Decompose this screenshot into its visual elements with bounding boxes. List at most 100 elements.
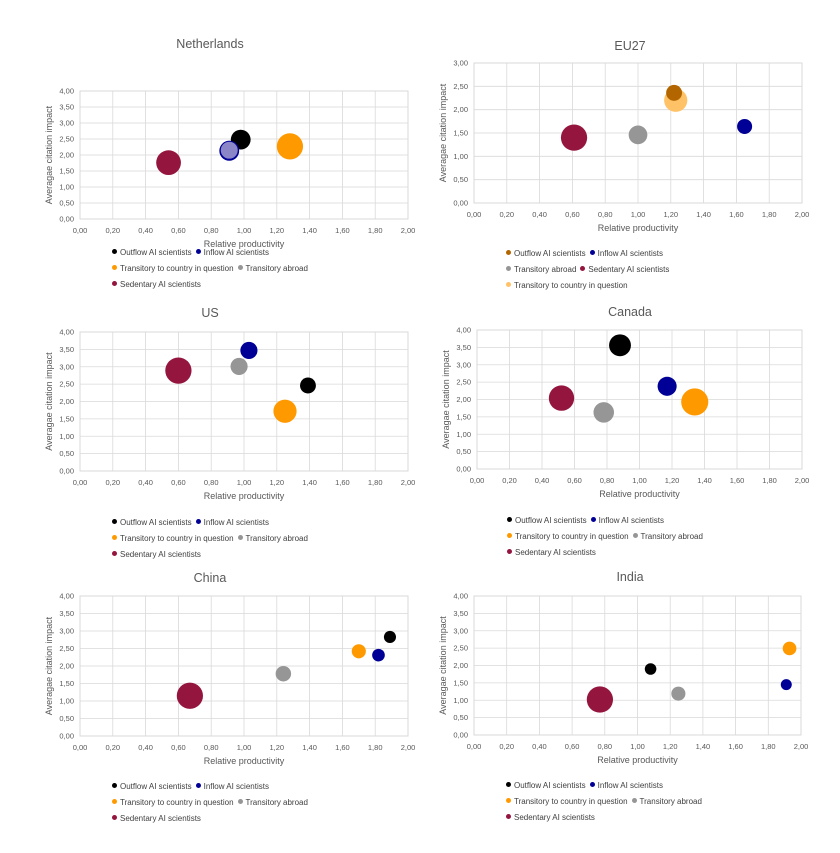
y-axis-label: Averagae citation impact bbox=[438, 616, 448, 715]
x-tick-label: 1,60 bbox=[335, 226, 350, 235]
bubble-transitory-abroad bbox=[593, 402, 615, 423]
x-tick-label: 1,00 bbox=[237, 226, 252, 235]
x-tick-label: 1,60 bbox=[335, 478, 350, 487]
legend-marker-icon bbox=[195, 783, 201, 789]
legend-marker-icon bbox=[112, 535, 117, 541]
legend-marker-icon bbox=[112, 249, 117, 255]
legend-marker-icon bbox=[506, 798, 511, 804]
legend-label: Inflow AI scientists bbox=[598, 516, 664, 525]
legend-marker-icon bbox=[112, 519, 117, 525]
legend-item: Sedentary AI scientists bbox=[507, 548, 596, 557]
x-tick-label: 1,60 bbox=[730, 476, 745, 485]
y-tick-label: 1,00 bbox=[453, 696, 468, 705]
x-axis-label: Relative productivity bbox=[599, 489, 680, 499]
plot-area: 0,00 0,20 0,40 0,60 0,80 1,00 1,20 1,40 1,60 1,80… bbox=[44, 87, 415, 250]
legend-row: Outflow AI scientists Inflow AI scientist… bbox=[112, 518, 273, 527]
legend-marker-icon bbox=[112, 551, 117, 557]
x-tick-label: 1,60 bbox=[728, 742, 743, 751]
legend-item: Outflow AI scientists bbox=[112, 518, 192, 527]
x-tick-label: 1,20 bbox=[665, 476, 680, 485]
chart-title: Canada bbox=[608, 305, 652, 319]
y-tick-label: 2,00 bbox=[59, 397, 74, 406]
legend-item: Outflow AI scientists bbox=[506, 781, 586, 790]
legend-marker-icon bbox=[506, 782, 511, 788]
legend-row: Outflow AI scientists Inflow AI scientist… bbox=[112, 248, 273, 257]
bubble-sedentary-ai-scientists bbox=[548, 385, 575, 411]
legend-item: Sedentary AI scientists bbox=[580, 265, 669, 274]
legend-item: Transitory abroad bbox=[237, 264, 308, 273]
legend-label: Inflow AI scientists bbox=[597, 781, 663, 790]
legend-label: Transitory abroad bbox=[245, 264, 308, 273]
x-tick-label: 1,40 bbox=[696, 210, 711, 219]
y-tick-label: 2,50 bbox=[59, 135, 74, 144]
y-tick-label: 0,50 bbox=[59, 199, 74, 208]
x-tick-label: 0,20 bbox=[499, 742, 514, 751]
legend-row: Sedentary AI scientists bbox=[112, 814, 205, 823]
chart-us: US 0,00 0,20 0,40 0,60 0,80 1,00 1,20 1,40 1,60 1,… bbox=[0, 306, 420, 589]
legend-item: Outflow AI scientists bbox=[112, 248, 192, 257]
y-tick-label: 3,00 bbox=[59, 119, 74, 128]
bubble-sedentary-ai-scientists bbox=[586, 686, 614, 713]
chart-title: China bbox=[193, 571, 227, 585]
y-tick-label: 2,50 bbox=[59, 644, 74, 653]
legend-label: Transitory to country in question bbox=[514, 281, 628, 290]
legend-label: Transitory to country in question bbox=[120, 798, 234, 807]
bubble-inflow-ai-scientists bbox=[737, 118, 753, 134]
legend-marker-icon bbox=[589, 782, 595, 788]
legend-label: Transitory abroad bbox=[640, 532, 703, 541]
x-tick-label: 1,80 bbox=[368, 226, 383, 235]
bubble-inflow-ai-scientists bbox=[657, 376, 677, 396]
legend-row: Transitory to country in question Transit… bbox=[112, 264, 312, 273]
y-tick-label: 4,00 bbox=[453, 592, 468, 601]
x-tick-label: 1,20 bbox=[269, 478, 284, 487]
x-tick-label: 0,80 bbox=[597, 742, 612, 751]
legend-marker-icon bbox=[112, 815, 117, 821]
legend-row: Transitory to country in question Transit… bbox=[112, 534, 312, 543]
x-tick-label: 0,20 bbox=[105, 226, 120, 235]
y-tick-label: 4,00 bbox=[59, 592, 74, 601]
chart-title: Netherlands bbox=[176, 37, 244, 51]
legend-label: Inflow AI scientists bbox=[597, 249, 663, 258]
legend-label: Sedentary AI scientists bbox=[515, 548, 596, 557]
legend-row: Transitory to country in question Transit… bbox=[112, 798, 312, 807]
x-tick-label: 1,60 bbox=[335, 743, 350, 752]
x-axis-label: Relative productivity bbox=[204, 756, 285, 766]
chart-india: India 0,00 0,20 0,40 0,60 0,80 1,00 1,20 1,40 1,6… bbox=[420, 570, 840, 853]
legend-item: Inflow AI scientists bbox=[195, 782, 269, 791]
legend-marker-icon bbox=[632, 533, 638, 539]
bubble-inflow-ai-scientists bbox=[372, 648, 385, 662]
y-tick-label: 1,50 bbox=[59, 679, 74, 688]
x-tick-label: 0,40 bbox=[138, 226, 153, 235]
y-tick-label: 1,50 bbox=[59, 414, 74, 423]
legend-marker-icon bbox=[580, 266, 586, 272]
x-tick-label: 1,00 bbox=[237, 743, 252, 752]
y-tick-label: 0,00 bbox=[453, 731, 468, 740]
legend-marker-icon bbox=[590, 517, 596, 523]
x-tick-label: 1,40 bbox=[696, 742, 711, 751]
legend-item: Inflow AI scientists bbox=[589, 781, 663, 790]
x-tick-label: 0,00 bbox=[467, 742, 482, 751]
legend-item: Outflow AI scientists bbox=[112, 782, 192, 791]
legend-label: Inflow AI scientists bbox=[203, 518, 269, 527]
legend-marker-icon bbox=[195, 519, 201, 525]
legend-label: Transitory abroad bbox=[245, 798, 308, 807]
legend-label: Outflow AI scientists bbox=[120, 248, 192, 257]
bubble-transitory-to-country-in-question bbox=[351, 644, 366, 659]
x-tick-label: 1,20 bbox=[269, 226, 284, 235]
legend-row: Sedentary AI scientists bbox=[506, 813, 599, 822]
legend-label: Sedentary AI scientists bbox=[120, 814, 201, 823]
bubble-transitory-abroad bbox=[219, 140, 239, 160]
x-tick-label: 1,20 bbox=[269, 743, 284, 752]
bubble-inflow-ai-scientists bbox=[780, 679, 792, 691]
x-tick-label: 1,60 bbox=[729, 210, 744, 219]
x-tick-label: 0,40 bbox=[138, 478, 153, 487]
y-tick-label: 3,50 bbox=[59, 103, 74, 112]
y-tick-label: 3,50 bbox=[453, 609, 468, 618]
x-tick-label: 0,20 bbox=[502, 476, 517, 485]
y-tick-label: 0,50 bbox=[59, 714, 74, 723]
legend-row: Transitory abroad Sedentary AI scientists bbox=[506, 265, 673, 274]
x-axis-label: Relative productivity bbox=[597, 755, 678, 765]
y-tick-label: 1,00 bbox=[59, 697, 74, 706]
x-tick-label: 0,00 bbox=[73, 226, 88, 235]
legend-marker-icon bbox=[507, 533, 512, 539]
